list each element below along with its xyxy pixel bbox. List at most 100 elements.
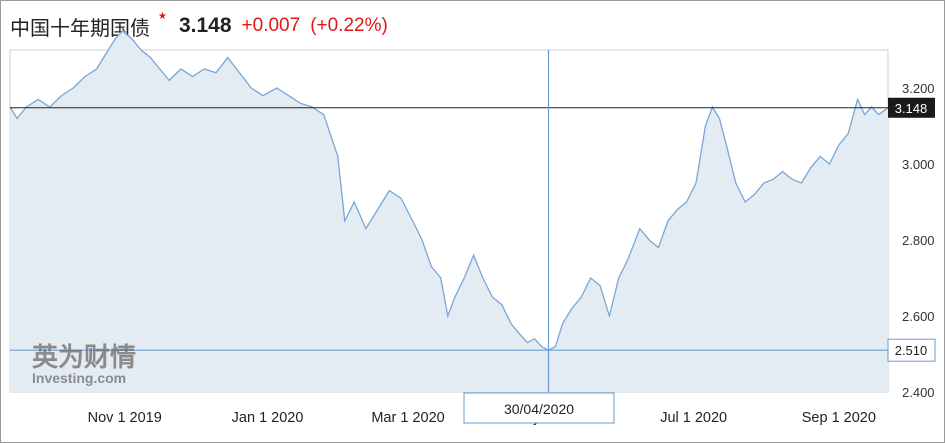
data-point bbox=[299, 102, 301, 104]
data-point bbox=[877, 113, 879, 115]
data-point bbox=[561, 322, 563, 324]
data-point bbox=[725, 144, 727, 146]
data-point bbox=[250, 87, 252, 89]
data-point bbox=[49, 106, 51, 108]
data-point bbox=[800, 182, 802, 184]
data-point bbox=[447, 315, 449, 317]
data-point bbox=[627, 258, 629, 260]
data-point bbox=[412, 220, 414, 222]
series-line bbox=[9, 30, 889, 351]
data-point bbox=[772, 178, 774, 180]
data-point bbox=[72, 87, 74, 89]
data-point bbox=[847, 132, 849, 134]
data-point bbox=[608, 315, 610, 317]
current-price-badge bbox=[888, 97, 935, 118]
data-point bbox=[107, 49, 109, 51]
data-point bbox=[685, 201, 687, 203]
data-point bbox=[599, 284, 601, 286]
y-tick-label: 3.000 bbox=[902, 157, 935, 172]
data-point bbox=[344, 220, 346, 222]
data-point bbox=[863, 113, 865, 115]
data-point bbox=[16, 117, 18, 119]
current-price-label: 3.148 bbox=[895, 101, 928, 116]
red-star-icon[interactable]: ★ bbox=[158, 10, 167, 22]
data-point bbox=[887, 107, 889, 109]
data-point bbox=[215, 72, 217, 74]
data-point bbox=[365, 227, 367, 229]
data-point bbox=[639, 227, 641, 229]
crosshair-date-box bbox=[463, 392, 615, 424]
data-point bbox=[430, 265, 432, 267]
data-point bbox=[463, 277, 465, 279]
data-point bbox=[37, 98, 39, 100]
data-point bbox=[203, 68, 205, 70]
data-point bbox=[744, 201, 746, 203]
data-point bbox=[159, 68, 161, 70]
data-point bbox=[376, 208, 378, 210]
y-tick-label: 2.400 bbox=[902, 385, 935, 400]
data-point bbox=[227, 56, 229, 58]
crosshair-value-box bbox=[887, 338, 936, 362]
data-point bbox=[763, 182, 765, 184]
data-point bbox=[667, 220, 669, 222]
data-point bbox=[262, 94, 264, 96]
data-point bbox=[121, 30, 123, 32]
data-point bbox=[353, 201, 355, 203]
data-point bbox=[711, 106, 713, 108]
data-point bbox=[472, 254, 474, 256]
data-point bbox=[60, 94, 62, 96]
data-point bbox=[84, 75, 86, 77]
data-point bbox=[337, 155, 339, 157]
data-point bbox=[571, 307, 573, 309]
data-point bbox=[519, 334, 521, 336]
data-point bbox=[400, 197, 402, 199]
data-point bbox=[311, 106, 313, 108]
x-tick-label: Sep 1 2020 bbox=[802, 410, 876, 426]
y-tick-label: 2.800 bbox=[902, 233, 935, 248]
data-point bbox=[482, 277, 484, 279]
data-point bbox=[870, 106, 872, 108]
data-point bbox=[501, 303, 503, 305]
data-point bbox=[695, 182, 697, 184]
crosshair-date-label: 30/04/2020 bbox=[504, 401, 574, 417]
data-point bbox=[791, 178, 793, 180]
data-point bbox=[276, 87, 278, 89]
data-point bbox=[810, 167, 812, 169]
x-tick-label: Mar 1 2020 bbox=[371, 410, 444, 426]
series-area bbox=[10, 31, 888, 392]
data-point bbox=[526, 341, 528, 343]
data-point bbox=[676, 208, 678, 210]
x-tick-label: Nov 1 2019 bbox=[88, 410, 162, 426]
data-point bbox=[540, 345, 542, 347]
crosshair-value-label: 2.510 bbox=[895, 343, 928, 358]
data-point bbox=[618, 277, 620, 279]
data-point bbox=[421, 239, 423, 241]
data-point bbox=[510, 322, 512, 324]
data-point bbox=[114, 37, 116, 39]
data-point bbox=[718, 117, 720, 119]
x-tick-label: Jul 1 2020 bbox=[660, 410, 727, 426]
data-point bbox=[131, 37, 133, 39]
data-point bbox=[149, 56, 151, 58]
data-point bbox=[25, 106, 27, 108]
data-point bbox=[440, 277, 442, 279]
data-point bbox=[554, 345, 556, 347]
data-point bbox=[781, 170, 783, 172]
data-point bbox=[648, 239, 650, 241]
data-point bbox=[287, 94, 289, 96]
y-tick-label: 3.200 bbox=[902, 81, 935, 96]
data-point bbox=[168, 79, 170, 81]
data-point bbox=[580, 296, 582, 298]
data-point bbox=[704, 125, 706, 127]
price-change: +0.007 bbox=[241, 15, 301, 36]
data-point bbox=[735, 182, 737, 184]
data-point bbox=[547, 349, 549, 351]
data-point bbox=[454, 296, 456, 298]
data-point bbox=[590, 277, 592, 279]
last-price: 3.148 bbox=[178, 14, 232, 37]
data-point bbox=[323, 113, 325, 115]
y-tick-label: 2.600 bbox=[902, 309, 935, 324]
x-tick-label: Jan 1 2020 bbox=[232, 410, 304, 426]
watermark-logo-en: Investing.com bbox=[32, 370, 126, 386]
